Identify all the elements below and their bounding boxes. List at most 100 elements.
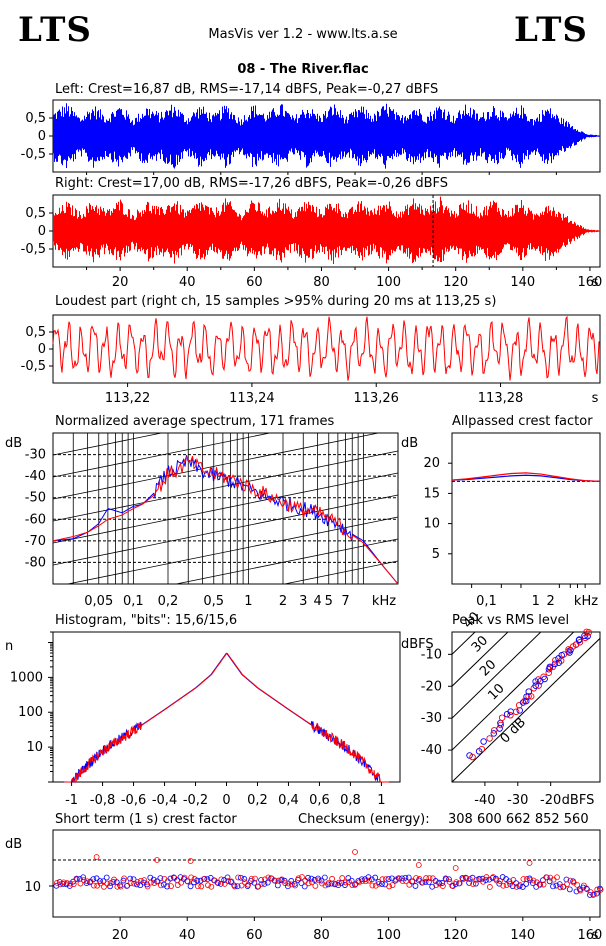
shortcrest-right-point: [117, 883, 124, 890]
peakrms-left-point: [581, 632, 588, 640]
shortcrest-left-point: [590, 891, 597, 898]
shortcrest-right-point: [486, 884, 493, 890]
shortcrest-right-point: [265, 874, 272, 881]
shortcrest-right-point: [564, 881, 570, 888]
peakrms-right-point: [469, 753, 476, 761]
shortcrest-right-point: [453, 879, 460, 886]
histogram-xtick-label: -0,8: [90, 793, 115, 808]
peakrms-ytick-label: -30: [421, 711, 442, 726]
spectrum-diagonal: [53, 433, 381, 500]
shortcrest-left-point: [308, 875, 315, 882]
shortcrest-left-point: [73, 875, 80, 882]
shortcrest-xtick-label: 140: [510, 928, 535, 943]
spectrum-xtick-label: 2: [279, 594, 287, 609]
crest-ytick-label: 5: [432, 547, 440, 562]
loudest-xtick-label: 113,22: [105, 391, 151, 406]
shortcrest-right-point: [114, 883, 121, 890]
peakrms-ytick-label: -40: [421, 743, 442, 758]
shortcrest-right-point: [198, 883, 205, 890]
shortcrest-right-point: [416, 876, 423, 882]
shortcrest-left-point: [288, 878, 295, 884]
peakrms-xtick-label: -30: [507, 793, 528, 808]
right-waveform-title: Right: Crest=17,00 dB, RMS=-17,26 dBFS, …: [55, 176, 448, 191]
shortcrest-right-point: [248, 875, 255, 882]
peakrms-left-point: [551, 660, 559, 668]
shortcrest-left-point: [348, 877, 355, 884]
shortcrest-right-point: [362, 878, 369, 885]
shortcrest-left-point: [446, 876, 452, 883]
histogram-right-trace: [64, 652, 390, 784]
right-waveform-xtick-label: 100: [376, 275, 401, 290]
shortcrest-right-point: [101, 883, 107, 890]
spectrum-xtick-label: 4: [313, 594, 321, 609]
shortcrest-left-point: [194, 877, 201, 884]
histogram-xtick-label: 0,4: [278, 793, 299, 808]
spectrum-diagonal: [65, 516, 398, 584]
shortcrest-left-point: [224, 874, 231, 881]
shortcrest-right-point: [57, 881, 64, 888]
shortcrest-right-point: [315, 877, 322, 884]
spectrum-ytick-label: -40: [25, 469, 46, 484]
spectrum-diagonal: [53, 275, 398, 345]
histogram-title: Histogram, "bits": 15,6/15,6: [55, 613, 238, 628]
peakrms-diagonal: [452, 632, 542, 719]
shortcrest-left-point: [566, 886, 573, 893]
shortcrest-right-point: [500, 882, 507, 889]
loudest-trace: [52, 315, 601, 381]
crest-xunit: kHz: [574, 594, 598, 609]
peakrms-right-point: [486, 735, 493, 742]
shortcrest-right-point: [403, 878, 409, 885]
shortcrest-right-point: [342, 879, 349, 886]
peakrms-right-point: [507, 712, 514, 719]
shortcrest-right-point: [419, 879, 426, 886]
shortcrest-right-point: [252, 875, 258, 882]
crest-frame: [451, 432, 601, 585]
shortcrest-left-point: [227, 879, 234, 885]
shortcrest-left-point: [483, 877, 489, 883]
shortcrest-left-point: [251, 879, 258, 886]
spectrum-diagonal: [282, 560, 398, 584]
right-waveform-xtick-label: 140: [510, 275, 535, 290]
crest-ytick-label: 20: [423, 456, 440, 471]
spectrum-left-trace: [52, 455, 399, 585]
shortcrest-right-point: [295, 875, 302, 882]
logo-left: LTS: [18, 10, 92, 50]
shortcrest-right-point: [392, 876, 399, 883]
shortcrest-right-point: [299, 874, 305, 880]
shortcrest-right-point: [195, 883, 201, 890]
shortcrest-left-point: [425, 879, 432, 886]
checksum-label: Checksum (energy):: [298, 812, 430, 827]
shortcrest-left-point: [204, 876, 211, 883]
histogram-ylabel: n: [5, 639, 13, 654]
histogram-left-trace: [63, 652, 389, 783]
shortcrest-left-point: [53, 882, 60, 889]
peakrms-right-point: [576, 638, 584, 646]
peakrms-diagonal: [452, 637, 600, 782]
crest-ytick-label: 10: [423, 517, 440, 532]
peakrms-ylabel: dBFS: [401, 637, 434, 652]
shortcrest-xtick-label: 120: [443, 928, 468, 943]
shortcrest-left-point: [274, 882, 281, 889]
spectrum-ytick-label: -70: [25, 534, 46, 549]
shortcrest-left-point: [529, 880, 536, 886]
shortcrest-left-point: [191, 879, 197, 886]
shortcrest-xtick-label: 40: [179, 928, 196, 943]
shortcrest-outlier-point: [452, 865, 459, 871]
spectrum-xtick-label: 0,2: [158, 594, 179, 609]
loudest-ytick-label: 0: [38, 342, 46, 357]
shortcrest-left-point: [536, 881, 543, 888]
shortcrest-right-point: [382, 876, 389, 883]
shortcrest-left-point: [93, 875, 100, 882]
shortcrest-right-point: [258, 880, 265, 887]
shortcrest-right-point: [305, 880, 312, 887]
shortcrest-right-point: [141, 877, 148, 884]
shortcrest-left-point: [305, 874, 311, 881]
peakrms-right-point: [585, 629, 593, 636]
spectrum-xtick-label: 0,5: [203, 594, 224, 609]
shortcrest-right-point: [530, 877, 537, 884]
left-waveform-ytick-label: 0,5: [25, 111, 46, 126]
crest-right-trace: [451, 472, 601, 482]
shortcrest-right-point: [275, 877, 282, 884]
shortcrest-xtick-label: 20: [112, 928, 129, 943]
shortcrest-left-point: [472, 880, 479, 887]
